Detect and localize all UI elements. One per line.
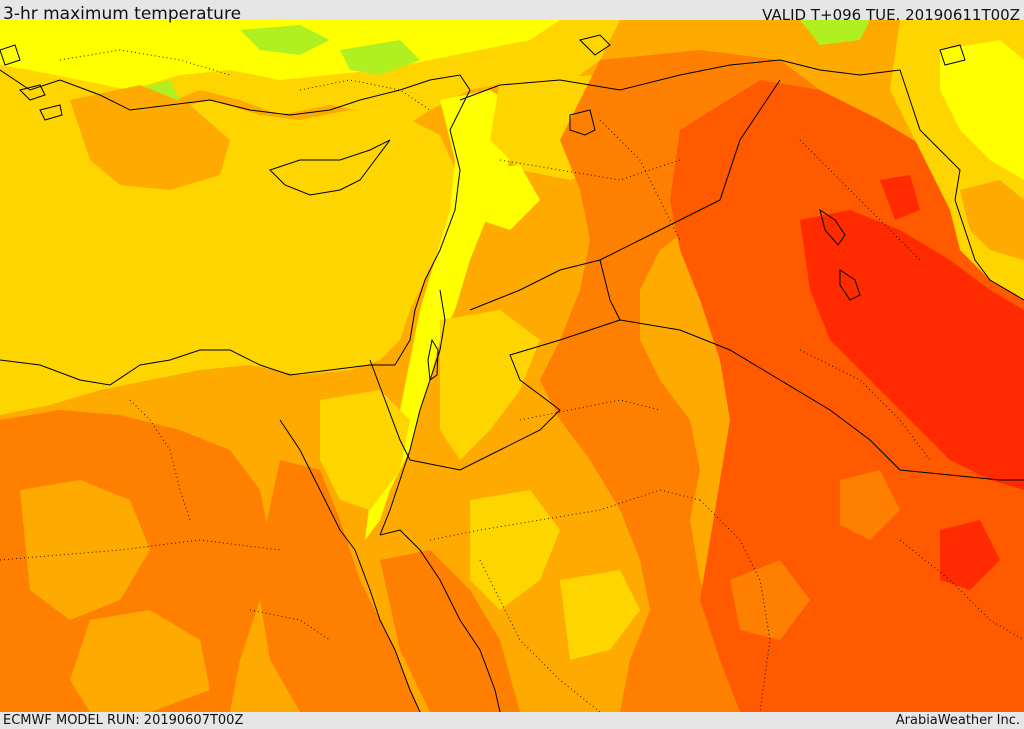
zone-aegean-patch bbox=[70, 85, 230, 190]
zone-north-green-2 bbox=[340, 40, 420, 75]
zone-north-green-1 bbox=[240, 25, 330, 55]
boundary-line-2 bbox=[129, 399, 191, 521]
egypt-north-coast bbox=[0, 349, 395, 386]
red-sea-east-coast bbox=[379, 529, 501, 712]
zone-arabia-yellow-2 bbox=[560, 570, 640, 660]
turkey-syria-border bbox=[459, 59, 781, 101]
zone-egypt-west-patch bbox=[20, 480, 150, 620]
zone-egypt-south-patch bbox=[70, 610, 210, 712]
boundary-line-7 bbox=[599, 119, 681, 241]
boundary-line-10 bbox=[799, 349, 931, 461]
boundary-line-14 bbox=[249, 609, 331, 641]
map-title: 3-hr maximum temperature bbox=[3, 4, 242, 24]
map-footer: ECMWF MODEL RUN: 20190607T00Z ArabiaWeat… bbox=[0, 712, 1024, 729]
zone-north-light bbox=[0, 20, 560, 90]
zone-iran-orange bbox=[960, 180, 1024, 260]
iraq-saudi-border bbox=[619, 319, 1024, 481]
temperature-map-svg bbox=[0, 20, 1024, 712]
zone-iraq-red bbox=[800, 210, 1024, 490]
ne-lake-outline bbox=[939, 44, 966, 66]
valid-time: VALID T+096 TUE. 20190611T00Z bbox=[762, 6, 1020, 24]
syria-iraq-border bbox=[469, 79, 781, 311]
zone-orange-pocket-1 bbox=[730, 560, 810, 640]
zone-north-green-3 bbox=[800, 20, 870, 45]
zone-arabia-yellow-1 bbox=[470, 490, 560, 610]
lake-habbaniyah-outline bbox=[839, 269, 861, 301]
boundary-line-13 bbox=[299, 79, 431, 111]
map-header: 3-hr maximum temperature VALID T+096 TUE… bbox=[0, 0, 1024, 24]
israel-jordan-border bbox=[409, 289, 446, 451]
zone-syria-orange bbox=[540, 50, 820, 712]
zone-red-patch-1 bbox=[880, 175, 920, 220]
aegean-island-1 bbox=[19, 84, 46, 101]
gulf-of-suez bbox=[279, 419, 356, 551]
boundary-line-4 bbox=[519, 399, 661, 421]
internal-boundaries bbox=[0, 49, 1024, 712]
temperature-map bbox=[0, 20, 1024, 712]
zone-hejaz-orange bbox=[380, 550, 520, 712]
egypt-israel-border bbox=[369, 359, 411, 461]
levant-coast bbox=[394, 129, 461, 366]
zone-sinai-yellow-2 bbox=[440, 310, 540, 460]
coastlines-borders bbox=[0, 34, 1024, 712]
iraq-jordan-link bbox=[599, 259, 621, 321]
zone-iraq-dark bbox=[670, 80, 1024, 712]
aegean-island-2 bbox=[39, 104, 63, 121]
zone-sinai-orange bbox=[260, 460, 420, 712]
zone-north-yellow-4 bbox=[470, 165, 540, 230]
boundary-line-11 bbox=[899, 539, 1024, 641]
boundary-line-9 bbox=[799, 139, 921, 261]
gulf-of-aqaba bbox=[379, 449, 411, 536]
turkey-south-coast bbox=[0, 69, 471, 131]
zone-iran-light bbox=[940, 40, 1024, 180]
credit: ArabiaWeather Inc. bbox=[895, 713, 1020, 728]
zone-red-patch-2 bbox=[940, 520, 1000, 590]
zone-orange-pocket-2 bbox=[840, 470, 900, 540]
cyprus-outline bbox=[269, 139, 391, 196]
north-lake-outline bbox=[579, 34, 611, 56]
aegean-island-3 bbox=[0, 44, 21, 66]
model-run: ECMWF MODEL RUN: 20190607T00Z bbox=[3, 713, 244, 728]
dead-sea-outline bbox=[427, 338, 439, 381]
red-sea-west-coast bbox=[354, 549, 421, 712]
lake-tharthar-outline bbox=[819, 208, 846, 246]
boundary-line-1 bbox=[0, 539, 281, 561]
iraq-iran-border bbox=[779, 59, 1024, 301]
zone-sinai-yellow-1 bbox=[320, 390, 410, 510]
lake-assad-outline bbox=[569, 109, 596, 136]
jordan-saudi-border bbox=[409, 319, 621, 471]
